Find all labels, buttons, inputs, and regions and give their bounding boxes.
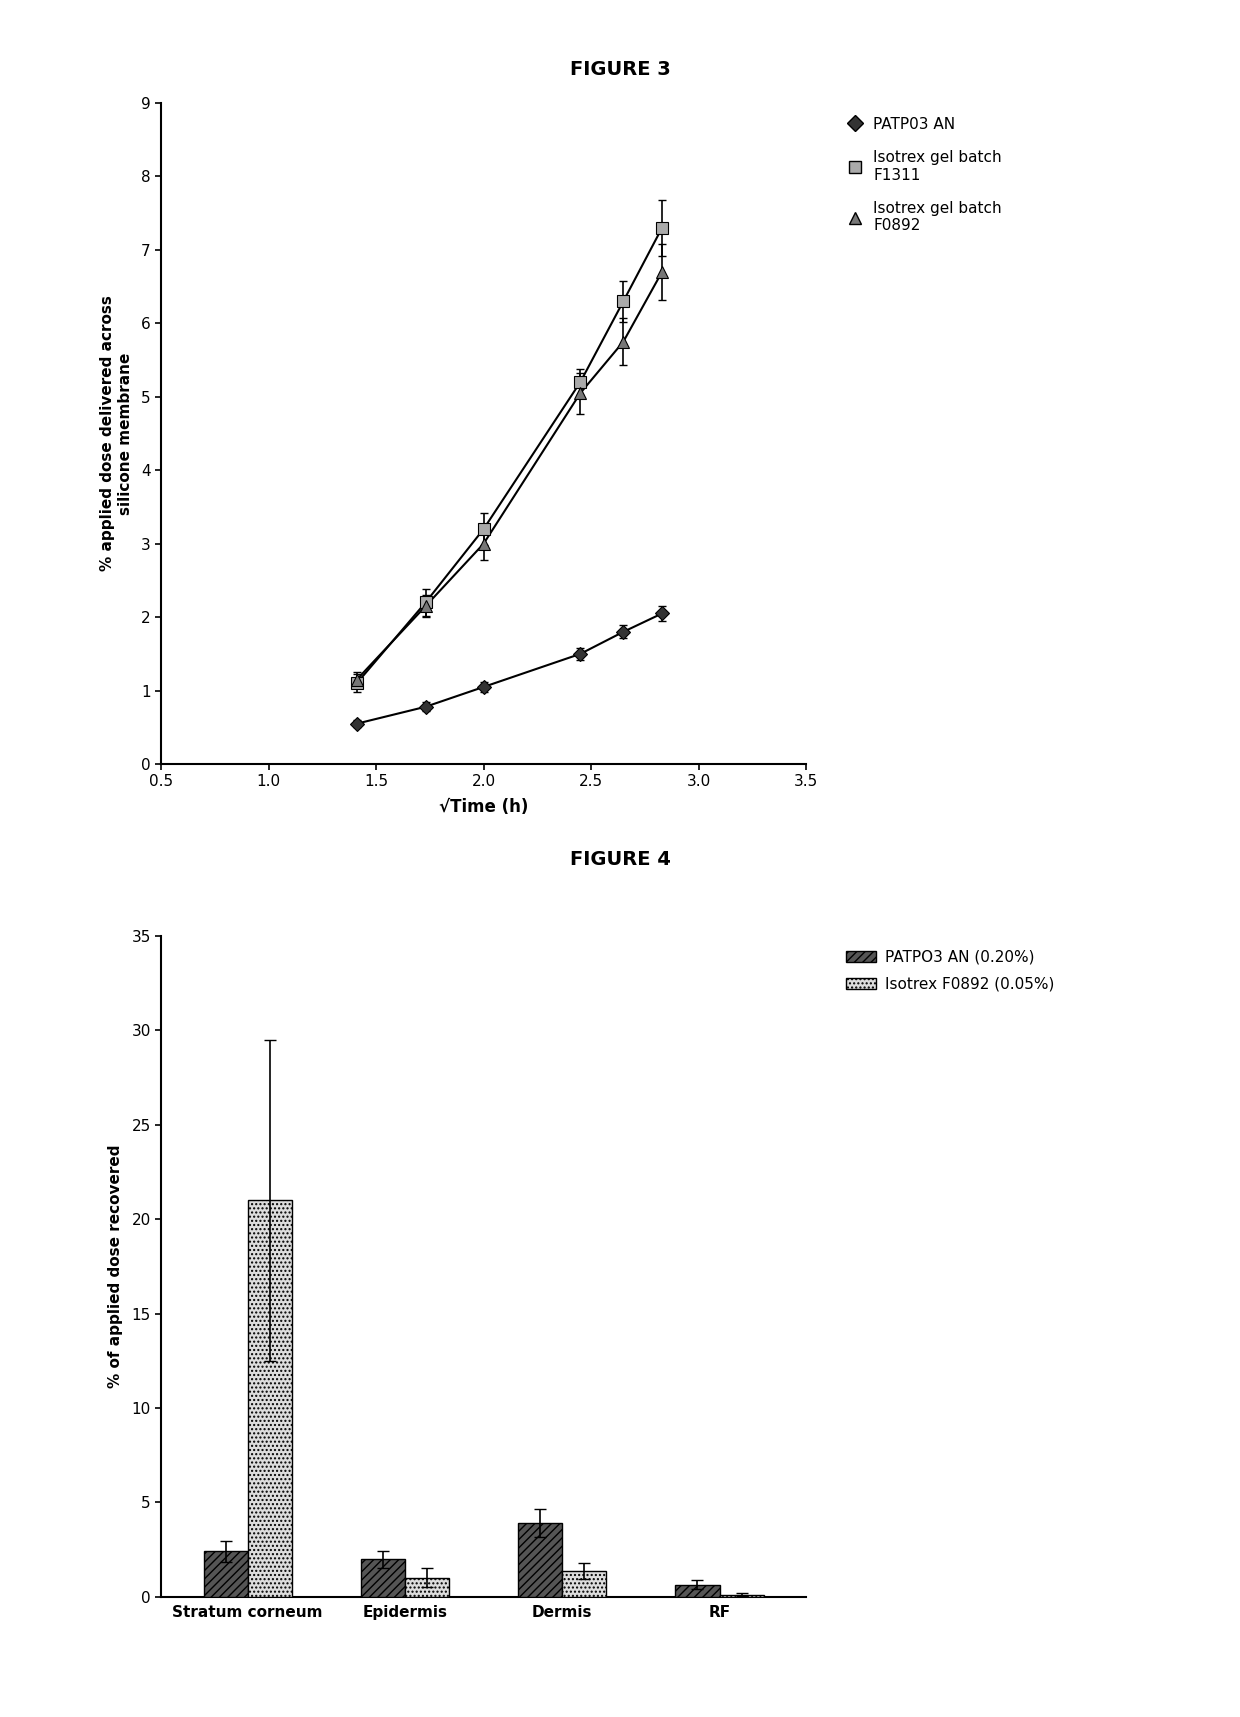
Bar — [518, 1523, 562, 1597]
Legend: PATP03 AN, Isotrex gel batch
F1311, Isotrex gel batch
F0892: PATP03 AN, Isotrex gel batch F1311, Isot… — [839, 110, 1008, 239]
Bar — [203, 1552, 248, 1597]
X-axis label: √Time (h): √Time (h) — [439, 798, 528, 816]
Legend: PATPO3 AN (0.20%), Isotrex F0892 (0.05%): PATPO3 AN (0.20%), Isotrex F0892 (0.05%) — [839, 943, 1060, 998]
Bar — [676, 1585, 719, 1597]
Text: FIGURE 3: FIGURE 3 — [569, 60, 671, 79]
Y-axis label: % applied dose delivered across
silicone membrane: % applied dose delivered across silicone… — [100, 295, 133, 572]
Bar — [361, 1559, 405, 1597]
Y-axis label: % of applied dose recovered: % of applied dose recovered — [108, 1145, 123, 1387]
Bar — [719, 1595, 764, 1597]
Bar — [562, 1571, 606, 1597]
Text: FIGURE 4: FIGURE 4 — [569, 850, 671, 869]
Bar — [248, 1200, 291, 1597]
Bar — [405, 1578, 449, 1597]
